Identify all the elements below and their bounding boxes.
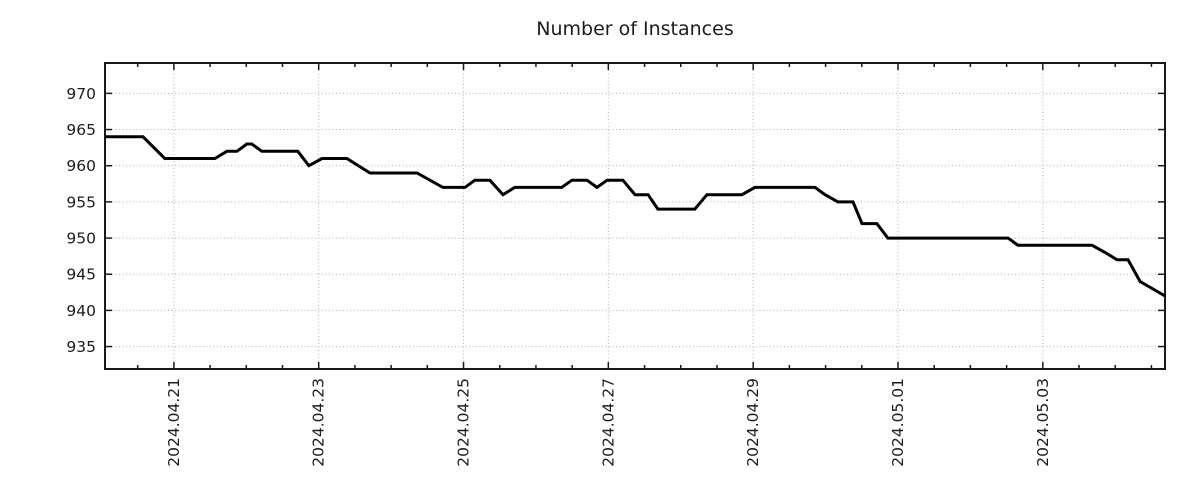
x-tick-label: 2024.04.23 bbox=[310, 378, 328, 467]
x-tick-label: 2024.04.25 bbox=[455, 378, 473, 467]
y-tick-label: 970 bbox=[66, 85, 96, 103]
y-axis-labels: 935 940 945 950 955 960 965 970 bbox=[66, 85, 96, 356]
x-tick-label: 2024.05.01 bbox=[889, 378, 907, 467]
y-tick-label: 950 bbox=[66, 230, 96, 248]
x-axis-labels: 2024.04.21 2024.04.23 2024.04.25 2024.04.27… bbox=[165, 378, 1052, 467]
y-tick-label: 955 bbox=[66, 193, 96, 211]
y-tick-label: 940 bbox=[66, 302, 96, 320]
chart-title: Number of Instances bbox=[536, 18, 734, 40]
y-tick-label: 965 bbox=[66, 121, 96, 139]
grid-lines bbox=[105, 63, 1165, 369]
x-tick-label: 2024.04.29 bbox=[744, 378, 762, 467]
y-tick-label: 935 bbox=[66, 338, 96, 356]
x-tick-label: 2024.05.03 bbox=[1034, 378, 1052, 467]
y-tick-label: 945 bbox=[66, 266, 96, 284]
series-line-instances bbox=[105, 135, 1166, 298]
y-tick-label: 960 bbox=[66, 157, 96, 175]
x-tick-label: 2024.04.21 bbox=[165, 378, 183, 467]
plot-border bbox=[104, 62, 1166, 370]
x-tick-label: 2024.04.27 bbox=[599, 378, 617, 467]
axis-ticks bbox=[105, 63, 1165, 369]
